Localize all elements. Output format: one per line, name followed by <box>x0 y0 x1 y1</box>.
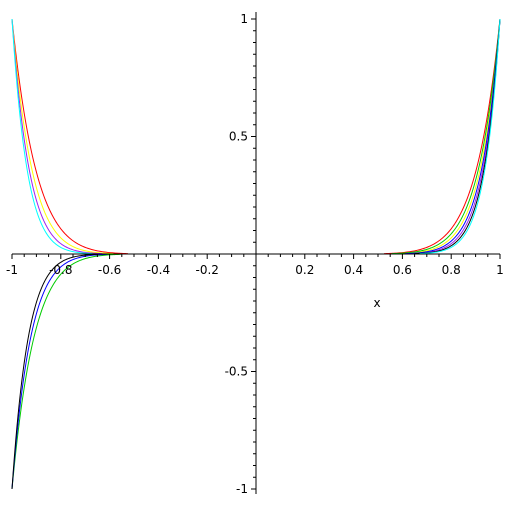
x-tick-label: 0.6 <box>393 263 412 277</box>
x-tick-label: -0.2 <box>195 263 218 277</box>
x-tick-label: -1 <box>6 263 18 277</box>
y-tick-label: 1 <box>240 12 248 26</box>
x-axis-label: x <box>373 296 380 310</box>
x-tick-label: 0.8 <box>442 263 461 277</box>
x-tick-label: -0.6 <box>98 263 121 277</box>
y-tick-label: -0.5 <box>225 365 248 379</box>
y-tick-label: -1 <box>236 482 248 496</box>
x-tick-label: 0.2 <box>295 263 314 277</box>
series-line-4 <box>11 18 501 490</box>
x-tick-label: -0.8 <box>49 263 72 277</box>
x-tick-label: 0.4 <box>344 263 363 277</box>
y-ticks: 1 0.5 -0.5 -1 <box>225 12 256 496</box>
series-line-7 <box>11 18 501 255</box>
x-tick-label: -0.4 <box>147 263 170 277</box>
x-ticks: -1 -0.8 -0.6 -0.4 -0.2 0.2 0.4 0.6 0.8 1 <box>6 254 504 277</box>
series-layer <box>11 18 501 490</box>
series-line-1 <box>11 18 501 255</box>
series-line-5 <box>11 18 501 490</box>
x-tick-label: 1 <box>496 263 504 277</box>
y-tick-label: 0.5 <box>229 130 248 144</box>
series-line-2 <box>11 18 501 255</box>
